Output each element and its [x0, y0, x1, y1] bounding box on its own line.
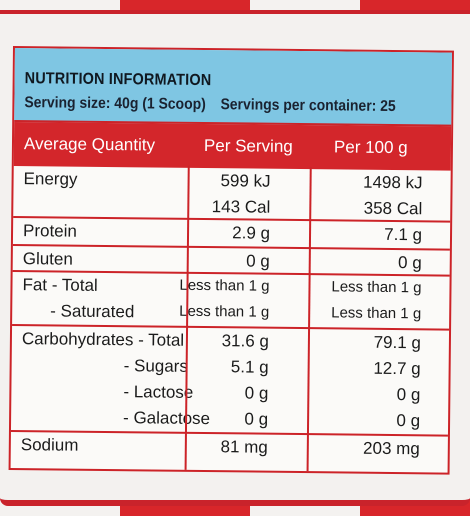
- nutrient-label: Protein: [22, 221, 78, 241]
- per-100g-value: 203 mg: [363, 438, 420, 459]
- per-100g-value: Less than 1 g: [331, 278, 422, 297]
- per-100g-value: 0 g: [396, 385, 421, 405]
- per-serving-value: 0 g: [244, 383, 269, 403]
- panel-header: NUTRITION INFORMATION Serving size: 40g …: [14, 48, 452, 127]
- per-100g-value: 358 Cal: [363, 198, 423, 219]
- per-100g-value: Less than 1 g: [331, 304, 422, 323]
- servings-per-container-value: 25: [380, 97, 396, 116]
- per-serving-value: 0 g: [246, 251, 270, 271]
- per-serving-value: 599 kJ: [220, 171, 271, 191]
- servings-per-container-label: Servings per container:: [220, 96, 377, 115]
- per-100g-value: 7.1 g: [384, 224, 423, 245]
- column-headers: Average Quantity Per Serving Per 100 g: [13, 122, 452, 171]
- table-row: - Saturated Less than 1 g Less than 1 g: [12, 298, 450, 331]
- serving-info: Serving size: 40g (1 Scoop) Servings per…: [24, 94, 396, 116]
- per-serving-value: 81 mg: [220, 437, 268, 457]
- per-100g-value: 12.7 g: [373, 358, 421, 379]
- per-serving-value: 5.1 g: [230, 357, 269, 377]
- table-row: Protein 2.9 g 7.1 g: [12, 218, 451, 251]
- nutrient-label: Gluten: [22, 249, 73, 269]
- nutrition-table: Energy 599 kJ 1498 kJ 143 Cal 358 Cal Protein…: [10, 166, 451, 473]
- nutrition-panel: NUTRITION INFORMATION Serving size: 40g …: [8, 46, 454, 475]
- nutrient-label: Carbohydrates - Total: [21, 329, 185, 350]
- serving-size-label: Serving size:: [24, 94, 111, 113]
- nutrient-label: Sodium: [20, 435, 79, 455]
- nutrient-sublabel: - Lactose: [123, 382, 194, 402]
- table-row: Sodium 81 mg 203 mg: [11, 432, 448, 473]
- nutrient-sublabel: - Sugars: [123, 356, 189, 376]
- nutrient-label: Energy: [23, 169, 78, 189]
- per-100g-value: 0 g: [398, 253, 422, 273]
- panel-title: NUTRITION INFORMATION: [24, 70, 212, 90]
- per-100g-value: 79.1 g: [373, 332, 422, 353]
- per-100g-value: 1498 kJ: [362, 172, 423, 193]
- per-100g-value: 0 g: [396, 411, 421, 431]
- per-serving-value: 2.9 g: [232, 223, 271, 243]
- nutrient-sublabel: - Galactose: [123, 408, 211, 429]
- serving-size-value: 40g (1 Scoop): [114, 95, 206, 114]
- header-per-100g: Per 100 g: [333, 137, 408, 158]
- per-serving-value: 143 Cal: [211, 197, 271, 217]
- nutrient-sublabel: - Saturated: [50, 301, 135, 322]
- per-serving-value: Less than 1 g: [179, 276, 270, 295]
- header-average-quantity: Average Quantity: [23, 134, 156, 155]
- header-per-serving: Per Serving: [203, 136, 293, 156]
- nutrient-label: Fat - Total: [22, 275, 98, 295]
- per-serving-value: 31.6 g: [221, 331, 270, 351]
- per-serving-value: 0 g: [244, 409, 269, 429]
- per-serving-value: Less than 1 g: [179, 302, 270, 321]
